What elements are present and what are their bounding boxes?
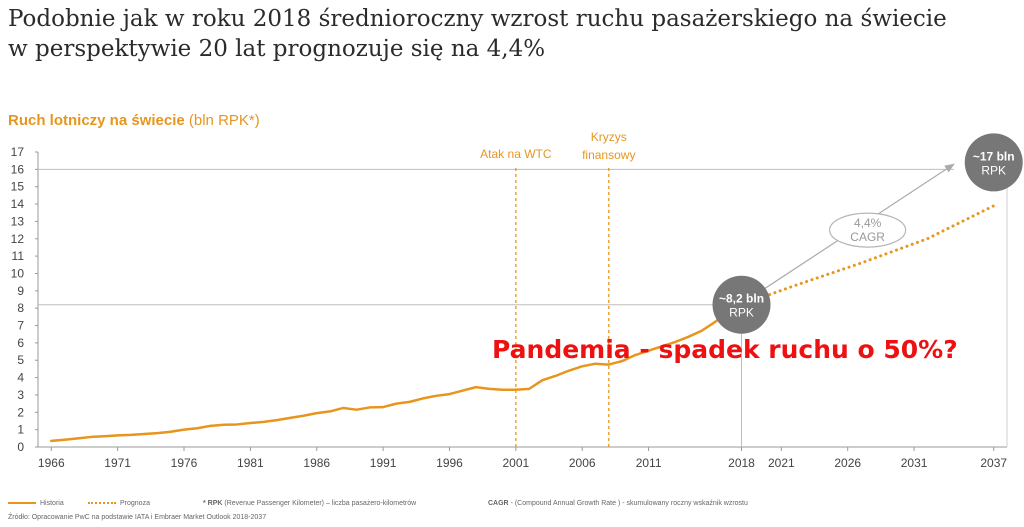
x-tick-label: 2026	[834, 456, 861, 470]
reference-label-wtc: Atak na WTC	[480, 147, 552, 161]
legend-item-historia: Historia	[8, 500, 64, 507]
series-line-historia	[50, 310, 730, 443]
legend-cagr-term: CAGR	[488, 500, 509, 507]
cagr-label: CAGR	[850, 230, 885, 244]
x-tick-label: 2037	[980, 456, 1007, 470]
y-tick-label: 15	[11, 180, 25, 194]
y-tick-label: 5	[17, 353, 24, 367]
x-tick-label: 1966	[38, 456, 65, 470]
legend-rpk-definition: (Revenue Passenger Kilometer) – liczba p…	[224, 500, 417, 507]
x-tick-label: 2018	[728, 456, 755, 470]
legend-rpk-term: * RPK	[203, 500, 223, 507]
bubble-2018-circle	[712, 275, 771, 334]
bubble-2018-unit: RPK	[729, 306, 754, 320]
reference-label-kryzys-line1: Kryzys	[591, 130, 627, 144]
y-tick-label: 6	[17, 336, 24, 350]
y-tick-label: 7	[17, 319, 24, 333]
y-tick-label: 9	[17, 284, 24, 298]
legend-line-dotted	[88, 502, 116, 505]
y-tick-label: 13	[11, 214, 25, 228]
legend-line-solid	[8, 502, 36, 505]
legend-label-prognoza: Prognoza	[120, 500, 150, 507]
y-tick-label: 3	[17, 388, 24, 402]
cagr-value: 4,4%	[854, 216, 882, 230]
y-tick-label: 17	[11, 145, 25, 159]
x-tick-label: 1996	[436, 456, 463, 470]
y-tick-label: 4	[17, 371, 24, 385]
x-tick-label: 1986	[303, 456, 330, 470]
y-tick-label: 8	[17, 301, 24, 315]
legend-label-historia: Historia	[40, 500, 64, 507]
y-tick-label: 2	[17, 405, 24, 419]
y-tick-label: 11	[12, 249, 25, 263]
chart-title-unit: (bln RPK*)	[188, 112, 260, 129]
page-title-line-1: Podobnie jak w roku 2018 średnioroczny w…	[8, 6, 947, 32]
bubble-2037-value: ~17 bln	[973, 149, 1015, 163]
x-tick-label: 1971	[104, 456, 131, 470]
legend-cagr-definition: - (Compound Annual Growth Rate ) - skumu…	[508, 500, 748, 507]
y-tick-label: 1	[17, 423, 24, 437]
reference-label-kryzys-line2: finansowy	[582, 148, 635, 162]
bubble-2037-circle	[964, 133, 1023, 192]
legend-item-prognoza: Prognoza	[88, 500, 150, 507]
bubble-2037-unit: RPK	[981, 163, 1006, 177]
legend-item-rpk: * RPK (Revenue Passenger Kilometer) – li…	[203, 500, 416, 507]
chart-title-text: Ruch lotniczy na świecie	[8, 112, 185, 129]
y-tick-label: 16	[11, 162, 25, 176]
x-tick-label: 1981	[237, 456, 264, 470]
bubble-2018-value: ~8,2 bln	[719, 292, 764, 306]
pandemic-annotation: Pandemia - spadek ruchu o 50%?	[492, 335, 958, 364]
y-tick-label: 10	[11, 266, 25, 280]
y-tick-label: 14	[11, 197, 25, 211]
x-tick-label: 1976	[171, 456, 198, 470]
x-tick-label: 2031	[901, 456, 928, 470]
page-title: Podobnie jak w roku 2018 średnioroczny w…	[8, 4, 1008, 64]
x-tick-label: 2001	[503, 456, 530, 470]
y-tick-label: 0	[17, 440, 24, 454]
page-title-line-2: w perspektywie 20 lat prognozuje się na …	[8, 36, 546, 62]
source-note: Źródło: Opracowanie PwC na podstawie IAT…	[8, 514, 267, 521]
legend-item-cagr: CAGR - (Compound Annual Growth Rate ) - …	[488, 500, 748, 507]
x-tick-label: 2021	[768, 456, 795, 470]
x-tick-label: 2006	[569, 456, 596, 470]
x-tick-label: 2011	[636, 456, 662, 470]
y-tick-label: 12	[11, 232, 25, 246]
cagr-bubble	[829, 212, 907, 248]
chart-title: Ruch lotniczy na świecie (bln RPK*)	[8, 112, 260, 129]
x-tick-label: 1991	[370, 456, 397, 470]
